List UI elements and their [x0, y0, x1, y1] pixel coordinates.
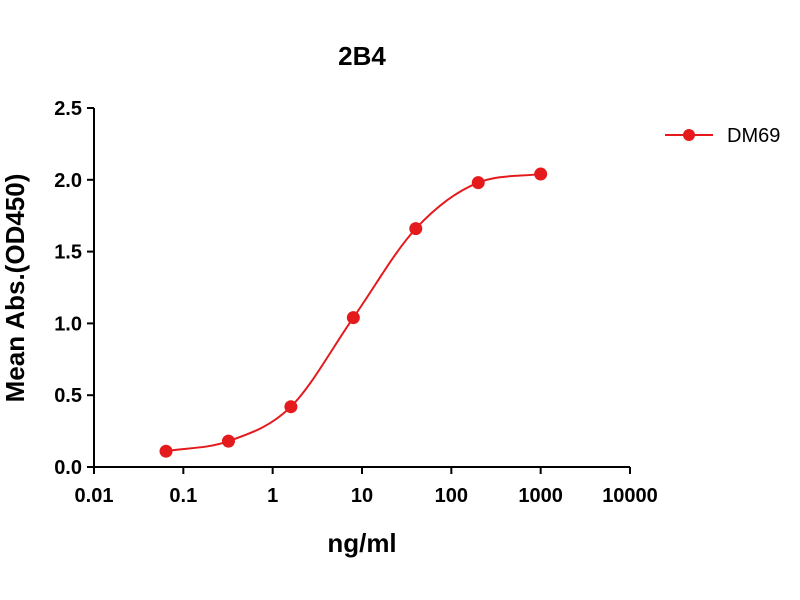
x-tick-label: 1000	[518, 485, 563, 507]
y-axis-label: Mean Abs.(OD450)	[0, 174, 30, 403]
data-point	[284, 400, 298, 414]
series-points	[159, 167, 548, 458]
x-tick-label: 10	[351, 485, 373, 507]
y-tick-label: 1.0	[54, 313, 82, 335]
x-tick-label: 0.1	[169, 485, 197, 507]
axes: 0.01 0.1 1 10 100 1000 10000 0.0 0.5 1.0 1.5 2.0 2.…	[54, 98, 658, 507]
data-point	[346, 311, 360, 325]
y-tick-label: 0.5	[54, 385, 82, 407]
data-point	[471, 176, 485, 190]
plot-area	[159, 167, 548, 458]
data-point	[409, 222, 423, 236]
y-tick-label: 1.5	[54, 242, 82, 264]
chart-title: 2B4	[338, 41, 386, 71]
x-tick-label: 10000	[602, 485, 658, 507]
legend-label-dm69: DM69	[727, 125, 780, 147]
y-tick-label: 0.0	[54, 457, 82, 479]
legend-marker-dm69	[683, 129, 695, 141]
x-tick-label: 0.01	[75, 485, 114, 507]
y-tick-label: 2.5	[54, 98, 82, 120]
data-point	[159, 444, 173, 458]
legend: DM69	[665, 125, 780, 147]
x-axis-label: ng/ml	[327, 528, 396, 558]
data-point	[534, 167, 548, 181]
x-ticks: 0.01 0.1 1 10 100 1000 10000	[75, 467, 658, 507]
x-tick-label: 100	[435, 485, 468, 507]
x-tick-label: 1	[267, 485, 278, 507]
y-tick-label: 2.0	[54, 170, 82, 192]
data-point	[221, 434, 235, 448]
y-ticks: 0.0 0.5 1.0 1.5 2.0 2.5	[54, 98, 94, 479]
